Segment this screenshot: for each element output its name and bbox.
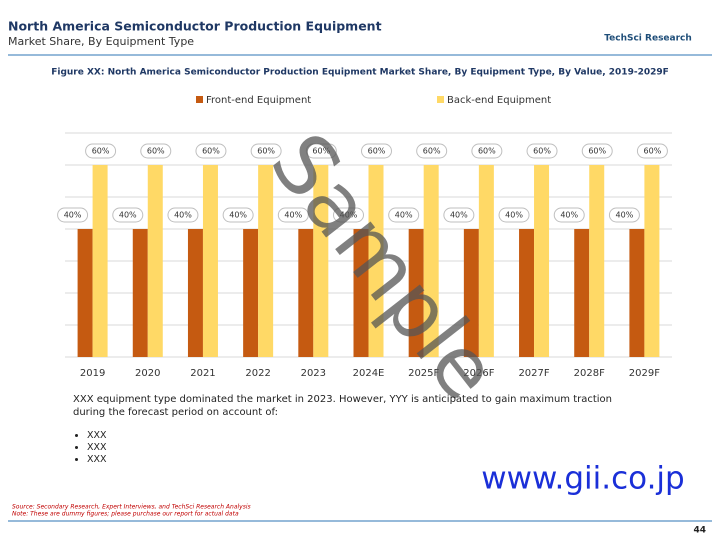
bar [298,229,314,357]
page-number: 44 [693,526,706,536]
value-label-box [250,143,282,159]
bar [77,229,93,357]
value-label-box [222,207,254,223]
bar [202,165,218,357]
bullet-list: XXXXXXXXX [73,430,107,466]
bar [423,165,439,357]
value-label-box [416,143,448,159]
value-label: 40% [505,211,523,220]
value-label: 40% [616,211,634,220]
value-label: 60% [92,147,110,156]
value-label-box [581,143,613,159]
bar [313,165,329,357]
header-title: North America Semiconductor Production E… [8,19,382,34]
x-tick-label: 2026F [463,368,494,379]
value-label-box [195,143,227,159]
bar [353,229,369,357]
value-label: 60% [533,147,551,156]
value-label-box [277,207,309,223]
x-tick-label: 2021 [190,368,215,379]
logo: TechSci Research [604,34,692,44]
x-tick-label: 2023 [301,368,326,379]
legend-label: Front-end Equipment [206,95,311,106]
value-label-box [85,143,117,159]
value-label: 40% [284,211,302,220]
value-label: 40% [340,211,358,220]
x-tick-label: 2028F [574,368,605,379]
bar [147,165,163,357]
legend-swatch [437,96,444,103]
bar [463,229,479,357]
bar [574,229,590,357]
bar [589,165,605,357]
value-label: 40% [119,211,137,220]
value-label: 40% [395,211,413,220]
value-label: 60% [478,147,496,156]
bar [629,229,645,357]
value-label-box [608,207,640,223]
value-label: 40% [174,211,192,220]
value-label-box [443,207,475,223]
legend-swatch [196,96,203,103]
bar [368,165,384,357]
bar [132,229,148,357]
bar [258,165,274,357]
value-label-box [305,143,337,159]
value-label: 60% [147,147,165,156]
value-label: 60% [312,147,330,156]
value-label: 60% [368,147,386,156]
site-watermark: www.gii.co.jp [481,461,684,497]
value-label-box [498,207,530,223]
value-label-box [471,143,503,159]
value-label-box [57,207,89,223]
x-tick-label: 2019 [80,368,105,379]
value-label-box [636,143,668,159]
header-subtitle: Market Share, By Equipment Type [8,35,194,48]
source-line: Note: These are dummy figures; please pu… [12,511,239,518]
x-tick-label: 2022 [245,368,270,379]
bullet: XXX [87,454,107,466]
bar [243,229,259,357]
bar [478,165,494,357]
value-label: 60% [423,147,441,156]
bar [92,165,108,357]
bar [519,229,535,357]
value-label-box [526,143,558,159]
value-label: 40% [560,211,578,220]
value-label-box [167,207,199,223]
value-label: 60% [202,147,220,156]
legend-label: Back-end Equipment [447,95,551,106]
value-label-box [333,207,364,223]
value-label-box [553,207,585,223]
body-paragraph: XXX equipment type dominated the market … [73,394,613,418]
source-line: Source: Secondary Research, Expert Inter… [12,504,251,511]
value-label-box [388,207,420,223]
value-label: 40% [229,211,247,220]
bullet: XXX [87,430,107,442]
value-label: 40% [450,211,468,220]
value-label: 60% [257,147,275,156]
value-label-box [361,143,392,159]
bar [644,165,660,357]
value-label: 60% [588,147,606,156]
chart-title: Figure XX: North America Semiconductor P… [51,68,669,78]
value-label-box [140,143,172,159]
x-tick-label: 2029F [629,368,660,379]
bar [187,229,203,357]
value-label: 60% [644,147,662,156]
x-tick-label: 2024E [353,368,385,379]
x-tick-label: 2027F [518,368,549,379]
bar [534,165,550,357]
x-tick-label: 2025F [408,368,439,379]
chart: Front-end Equipment Back-end Equipment 201… [57,95,672,379]
bar [408,229,424,357]
value-label: 40% [64,211,82,220]
x-tick-label: 2020 [135,368,160,379]
value-label-box [112,207,144,223]
bullet: XXX [87,442,107,454]
